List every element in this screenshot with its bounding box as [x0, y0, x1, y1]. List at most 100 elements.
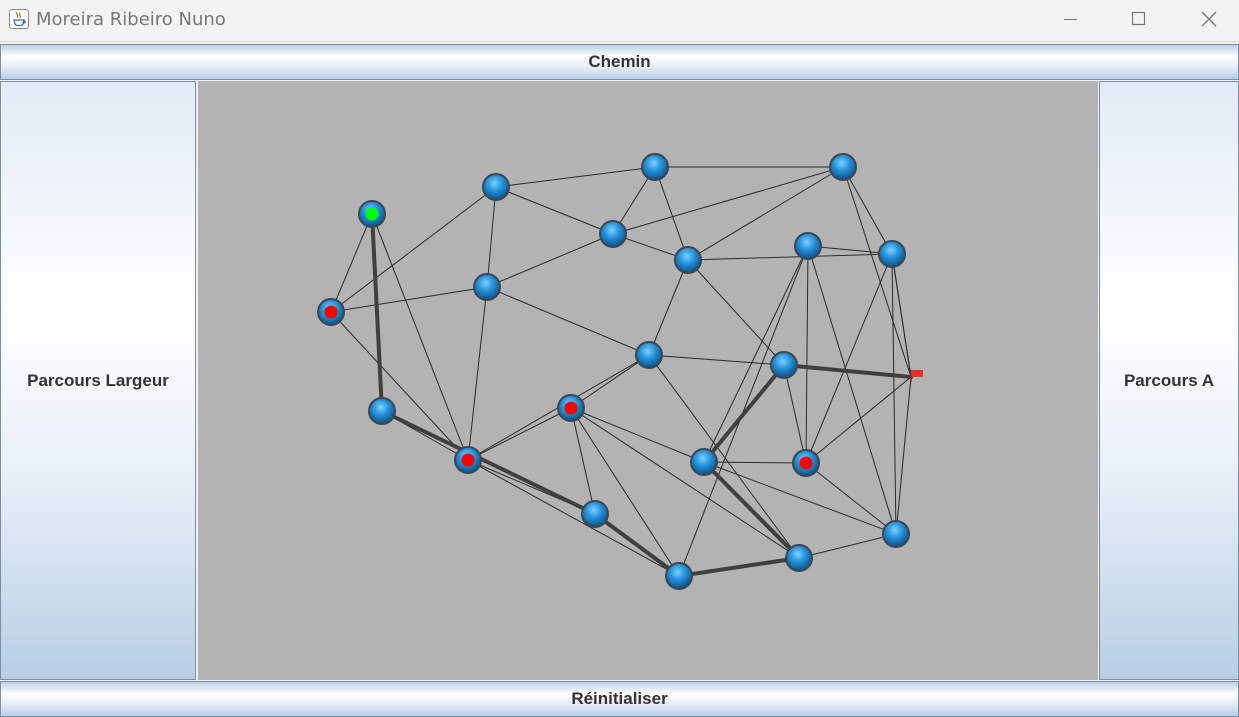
graph-edge — [570, 407, 596, 515]
graph-node[interactable] — [358, 200, 386, 228]
graph-edge — [495, 166, 656, 188]
visited-marker — [564, 401, 578, 415]
graph-edge — [687, 253, 893, 261]
graph-edge — [783, 364, 807, 464]
graph-canvas[interactable] — [198, 81, 1098, 680]
graph-edge — [807, 245, 893, 255]
graph-edge — [805, 245, 809, 464]
node-sphere — [674, 246, 702, 274]
node-sphere — [882, 520, 910, 548]
graph-edge — [486, 286, 650, 356]
graph-edge — [703, 245, 809, 463]
graph-node[interactable] — [473, 273, 501, 301]
graph-edge — [467, 459, 680, 577]
node-sphere — [641, 153, 669, 181]
node-sphere — [599, 220, 627, 248]
graph-edge — [687, 166, 844, 261]
node-sphere — [473, 273, 501, 301]
graph-node[interactable] — [482, 173, 510, 201]
graph-edge — [648, 259, 689, 356]
graph-edge — [486, 186, 497, 288]
graph-node[interactable] — [599, 220, 627, 248]
path-edge — [702, 363, 786, 464]
graph-edge — [648, 354, 785, 366]
maximize-icon — [1131, 11, 1146, 26]
visited-marker — [324, 305, 338, 319]
flag-cloth — [912, 370, 923, 377]
graph-edge — [703, 461, 807, 464]
node-sphere — [482, 173, 510, 201]
graph-edge — [891, 253, 897, 535]
node-sphere — [368, 397, 396, 425]
graph-edge — [486, 233, 614, 288]
path-edge — [782, 363, 913, 379]
graph-node[interactable] — [317, 298, 345, 326]
graph-edge — [570, 407, 705, 463]
close-button[interactable] — [1186, 0, 1232, 40]
graph-edge — [798, 533, 897, 559]
path-edge — [380, 409, 597, 516]
window-title: Moreira Ribeiro Nuno — [36, 9, 226, 30]
graph-node[interactable] — [794, 232, 822, 260]
graph-edge — [570, 407, 800, 559]
graph-node[interactable] — [785, 544, 813, 572]
graph-node[interactable] — [557, 394, 585, 422]
node-sphere — [665, 562, 693, 590]
graph-edge — [467, 407, 572, 461]
graph-node[interactable] — [641, 153, 669, 181]
graph-node[interactable] — [368, 397, 396, 425]
node-sphere — [581, 500, 609, 528]
visited-marker — [461, 453, 475, 467]
path-edge — [593, 512, 681, 578]
chemin-button[interactable]: Chemin — [0, 44, 1239, 80]
graph-node[interactable] — [635, 341, 663, 369]
graph-edge — [895, 376, 912, 535]
graph-node[interactable] — [882, 520, 910, 548]
goal-flag-icon[interactable] — [910, 370, 923, 382]
graph-node[interactable] — [770, 351, 798, 379]
path-edge — [370, 212, 384, 413]
graph-edge — [842, 166, 893, 255]
reinitialiser-button[interactable]: Réinitialiser — [0, 681, 1239, 717]
node-sphere — [690, 448, 718, 476]
node-sphere — [829, 153, 857, 181]
graph-edge — [842, 166, 912, 378]
graph-edge — [570, 407, 680, 577]
node-sphere — [635, 341, 663, 369]
graph-node[interactable] — [454, 446, 482, 474]
graph-edge — [807, 245, 897, 535]
graph-node[interactable] — [878, 240, 906, 268]
graph-edge — [570, 354, 650, 409]
graph-edge — [805, 462, 897, 535]
java-app-icon[interactable] — [9, 9, 29, 29]
graph-edge — [805, 253, 893, 464]
graph-svg — [317, 153, 923, 590]
close-icon — [1201, 11, 1217, 27]
minimize-icon — [1064, 19, 1077, 20]
graph-edge — [330, 286, 488, 313]
graph-node[interactable] — [792, 449, 820, 477]
graph-edge — [687, 259, 785, 366]
graph-node[interactable] — [581, 500, 609, 528]
graph-edge — [371, 213, 469, 461]
graph-node[interactable] — [829, 153, 857, 181]
path-edge — [702, 460, 801, 560]
graph-node[interactable] — [674, 246, 702, 274]
graph-node[interactable] — [690, 448, 718, 476]
parcours-a-button[interactable]: Parcours A — [1099, 81, 1239, 680]
node-sphere — [878, 240, 906, 268]
graph-edge — [654, 166, 689, 261]
visited-marker — [799, 456, 813, 470]
graph-edge — [330, 213, 373, 313]
node-sphere — [785, 544, 813, 572]
parcours-largeur-button[interactable]: Parcours Largeur — [0, 81, 196, 680]
graph-edge — [330, 186, 497, 313]
minimize-button[interactable] — [1052, 0, 1098, 40]
graph-edge — [467, 286, 488, 461]
graph-edge — [703, 461, 897, 535]
graph-node[interactable] — [665, 562, 693, 590]
maximize-button[interactable] — [1115, 0, 1161, 40]
start-marker — [365, 207, 379, 221]
graph-edge — [330, 311, 469, 461]
node-sphere — [770, 351, 798, 379]
